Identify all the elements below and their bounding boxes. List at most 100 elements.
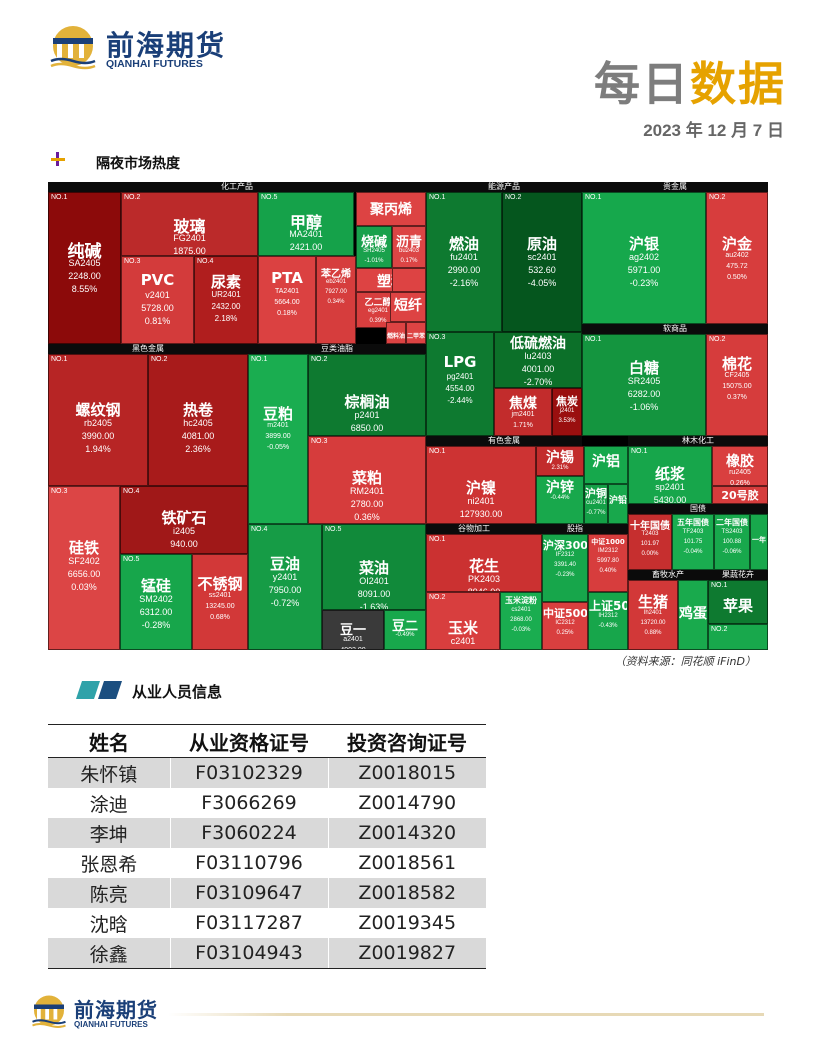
tile-name: 豆油 <box>269 555 300 573</box>
treemap-tile: NO.1 豆粕 m2401 3899.00 -0.05% <box>248 354 308 524</box>
staff-name: 李坤 <box>48 818 171 848</box>
tile-price: 100.88 <box>722 539 742 545</box>
tile-rank: NO.1 <box>585 336 602 343</box>
treemap-tile: 十年国债 T2403 101.97 0.00% <box>628 514 672 570</box>
tile-rank: NO.5 <box>123 556 140 563</box>
tile-code: IM2312 <box>597 548 618 554</box>
tile-code: MA2401 <box>289 229 323 239</box>
staff-consulting-no: Z0018582 <box>328 878 486 908</box>
tile-rank: NO.3 <box>124 258 141 265</box>
tile-name: 焦煤 <box>509 396 537 412</box>
treemap-tile: l24010.24% <box>392 268 426 292</box>
treemap-section-label: 软商品 <box>582 324 768 334</box>
tile-change: 0.36% <box>354 512 380 522</box>
tile-code: IH2312 <box>598 613 618 619</box>
treemap-tile: 短纤 <box>390 292 426 322</box>
staff-name: 朱怀镇 <box>48 757 171 788</box>
tile-name: 十年国债 <box>630 521 670 532</box>
tile-name: 二甲苯 <box>407 333 426 340</box>
tile-code: y2401 <box>272 572 298 582</box>
tile-rank: NO.1 <box>429 448 446 455</box>
tile-change: -2.16% <box>449 278 479 288</box>
tile-code: p2401 <box>354 410 380 420</box>
treemap-section-label: 有色金属 <box>426 436 582 446</box>
tile-code: SR2405 <box>627 376 661 386</box>
tile-price: 5430.00 <box>653 495 687 504</box>
table-row: 李坤 F3060224 Z0014320 <box>48 818 486 848</box>
tile-rank: NO.4 <box>123 488 140 495</box>
tile-code: lh2401 <box>643 610 663 616</box>
tile-change: 0.40% <box>599 568 617 574</box>
tile-price: 4902.00 <box>323 647 383 649</box>
tile-name: 二年国债 <box>716 518 748 527</box>
tile-name: 花生 <box>468 557 499 575</box>
tile-code: SM2402 <box>139 594 173 604</box>
tile-name: 豆一 <box>339 623 366 638</box>
tile-price: 101.97 <box>640 541 660 547</box>
tile-name: 中证1000 <box>591 538 625 546</box>
tile-code: TS2403 <box>721 529 743 535</box>
tile-change: 1.02% <box>427 522 535 523</box>
tile-code: m2401 <box>267 422 289 429</box>
tile-code: SA2405 <box>68 258 101 268</box>
tile-change: 0.88% <box>644 630 662 636</box>
tile-price: 7927.00 <box>325 289 347 295</box>
tile-name: 鸡蛋 <box>679 606 707 622</box>
staff-qualification-no: F03104943 <box>170 938 329 969</box>
tile-name: 纸浆 <box>654 465 685 483</box>
treemap-section-label: 化工产品 <box>48 182 426 192</box>
market-heat-treemap: 化工产品 能源产品 贵金属 黑色金属 豆类油脂 软商品 有色金属 林木化工 谷物加工 股指 国债 畜牧… <box>48 182 768 650</box>
tile-change: 2.18% <box>214 314 238 323</box>
tile-price: 101.75 <box>683 539 703 545</box>
tile-rank: NO.3 <box>51 488 68 495</box>
tile-name: 沪深300 <box>543 539 588 552</box>
tile-rank: NO.1 <box>51 356 68 363</box>
treemap-tile: 沪深300 IF2312 3391.40 -0.23% <box>542 534 588 602</box>
tile-name: 沪锡 <box>546 450 574 466</box>
treemap-tile: 沪锌 -0.44% <box>536 476 584 524</box>
tile-name: 硅铁 <box>68 539 99 557</box>
tile-change: 2.36% <box>185 444 211 454</box>
treemap-tile: NO.5 菜油 OI2401 8091.00 -1.63% <box>322 524 426 610</box>
tile-price: 6656.00 <box>67 569 101 579</box>
tile-code: rb2405 <box>83 418 113 428</box>
treemap-section-label: 畜牧水产 <box>628 570 708 580</box>
footer-brand-logo-icon <box>32 995 66 1028</box>
treemap-tile: NO.1 白糖 SR2405 6282.00 -1.06% <box>582 334 706 436</box>
treemap-tile: NO.2 原油 sc2401 532.60 -4.05% <box>502 192 582 332</box>
treemap-tile: NO.1 纯碱 SA2405 2248.00 8.55% <box>48 192 121 344</box>
treemap-tile: NO.1 沪银 ag2402 5971.00 -0.23% <box>582 192 706 324</box>
staff-consulting-no: Z0018561 <box>358 852 457 874</box>
tile-name: 上证50 <box>589 599 628 613</box>
tile-name: 棕榈油 <box>344 393 390 411</box>
tile-rank: NO.1 <box>631 448 648 455</box>
staff-table-header-row: 姓名 从业资格证号 投资咨询证号 <box>48 724 486 758</box>
treemap-tile: NO.2玉米c24012496.000.28% <box>426 592 500 650</box>
tile-code: i2405 <box>172 526 196 536</box>
tile-name: 燃料油 <box>387 333 406 340</box>
tile-price: 2496.00 <box>427 649 499 650</box>
tile-rank: NO.1 <box>585 194 602 201</box>
tile-change: 0.81% <box>144 316 171 326</box>
tile-code: a2401 <box>343 636 363 643</box>
tile-code: cu2401 <box>586 500 606 506</box>
treemap-tile: PTA TA2401 5664.00 0.18% <box>258 256 316 344</box>
tile-change: -0.23% <box>555 572 575 578</box>
tile-name: 沪金 <box>721 235 752 253</box>
treemap-tile: 中证1000 IM2312 5997.80 0.40% <box>588 534 628 592</box>
treemap-tile: 低硫燃油 lu2403 4001.00 -2.70% <box>494 332 582 388</box>
tile-name: PTA <box>271 269 303 287</box>
treemap-section-label: 股指 <box>522 524 628 534</box>
footer-divider <box>168 1013 764 1016</box>
tile-price: 13245.00 <box>205 603 235 610</box>
tile-price: 8091.00 <box>357 589 391 599</box>
staff-qualification-no: F03102329 <box>170 757 329 788</box>
tile-change: -1.01% <box>364 258 384 264</box>
tile-name: 短纤 <box>394 298 422 314</box>
tile-code: FG2401 <box>173 233 206 243</box>
table-row: 陈亮 F03109647 Z0018582 <box>48 878 486 908</box>
tile-change: -0.44% <box>550 495 570 501</box>
tile-price: 532.60 <box>528 265 556 275</box>
